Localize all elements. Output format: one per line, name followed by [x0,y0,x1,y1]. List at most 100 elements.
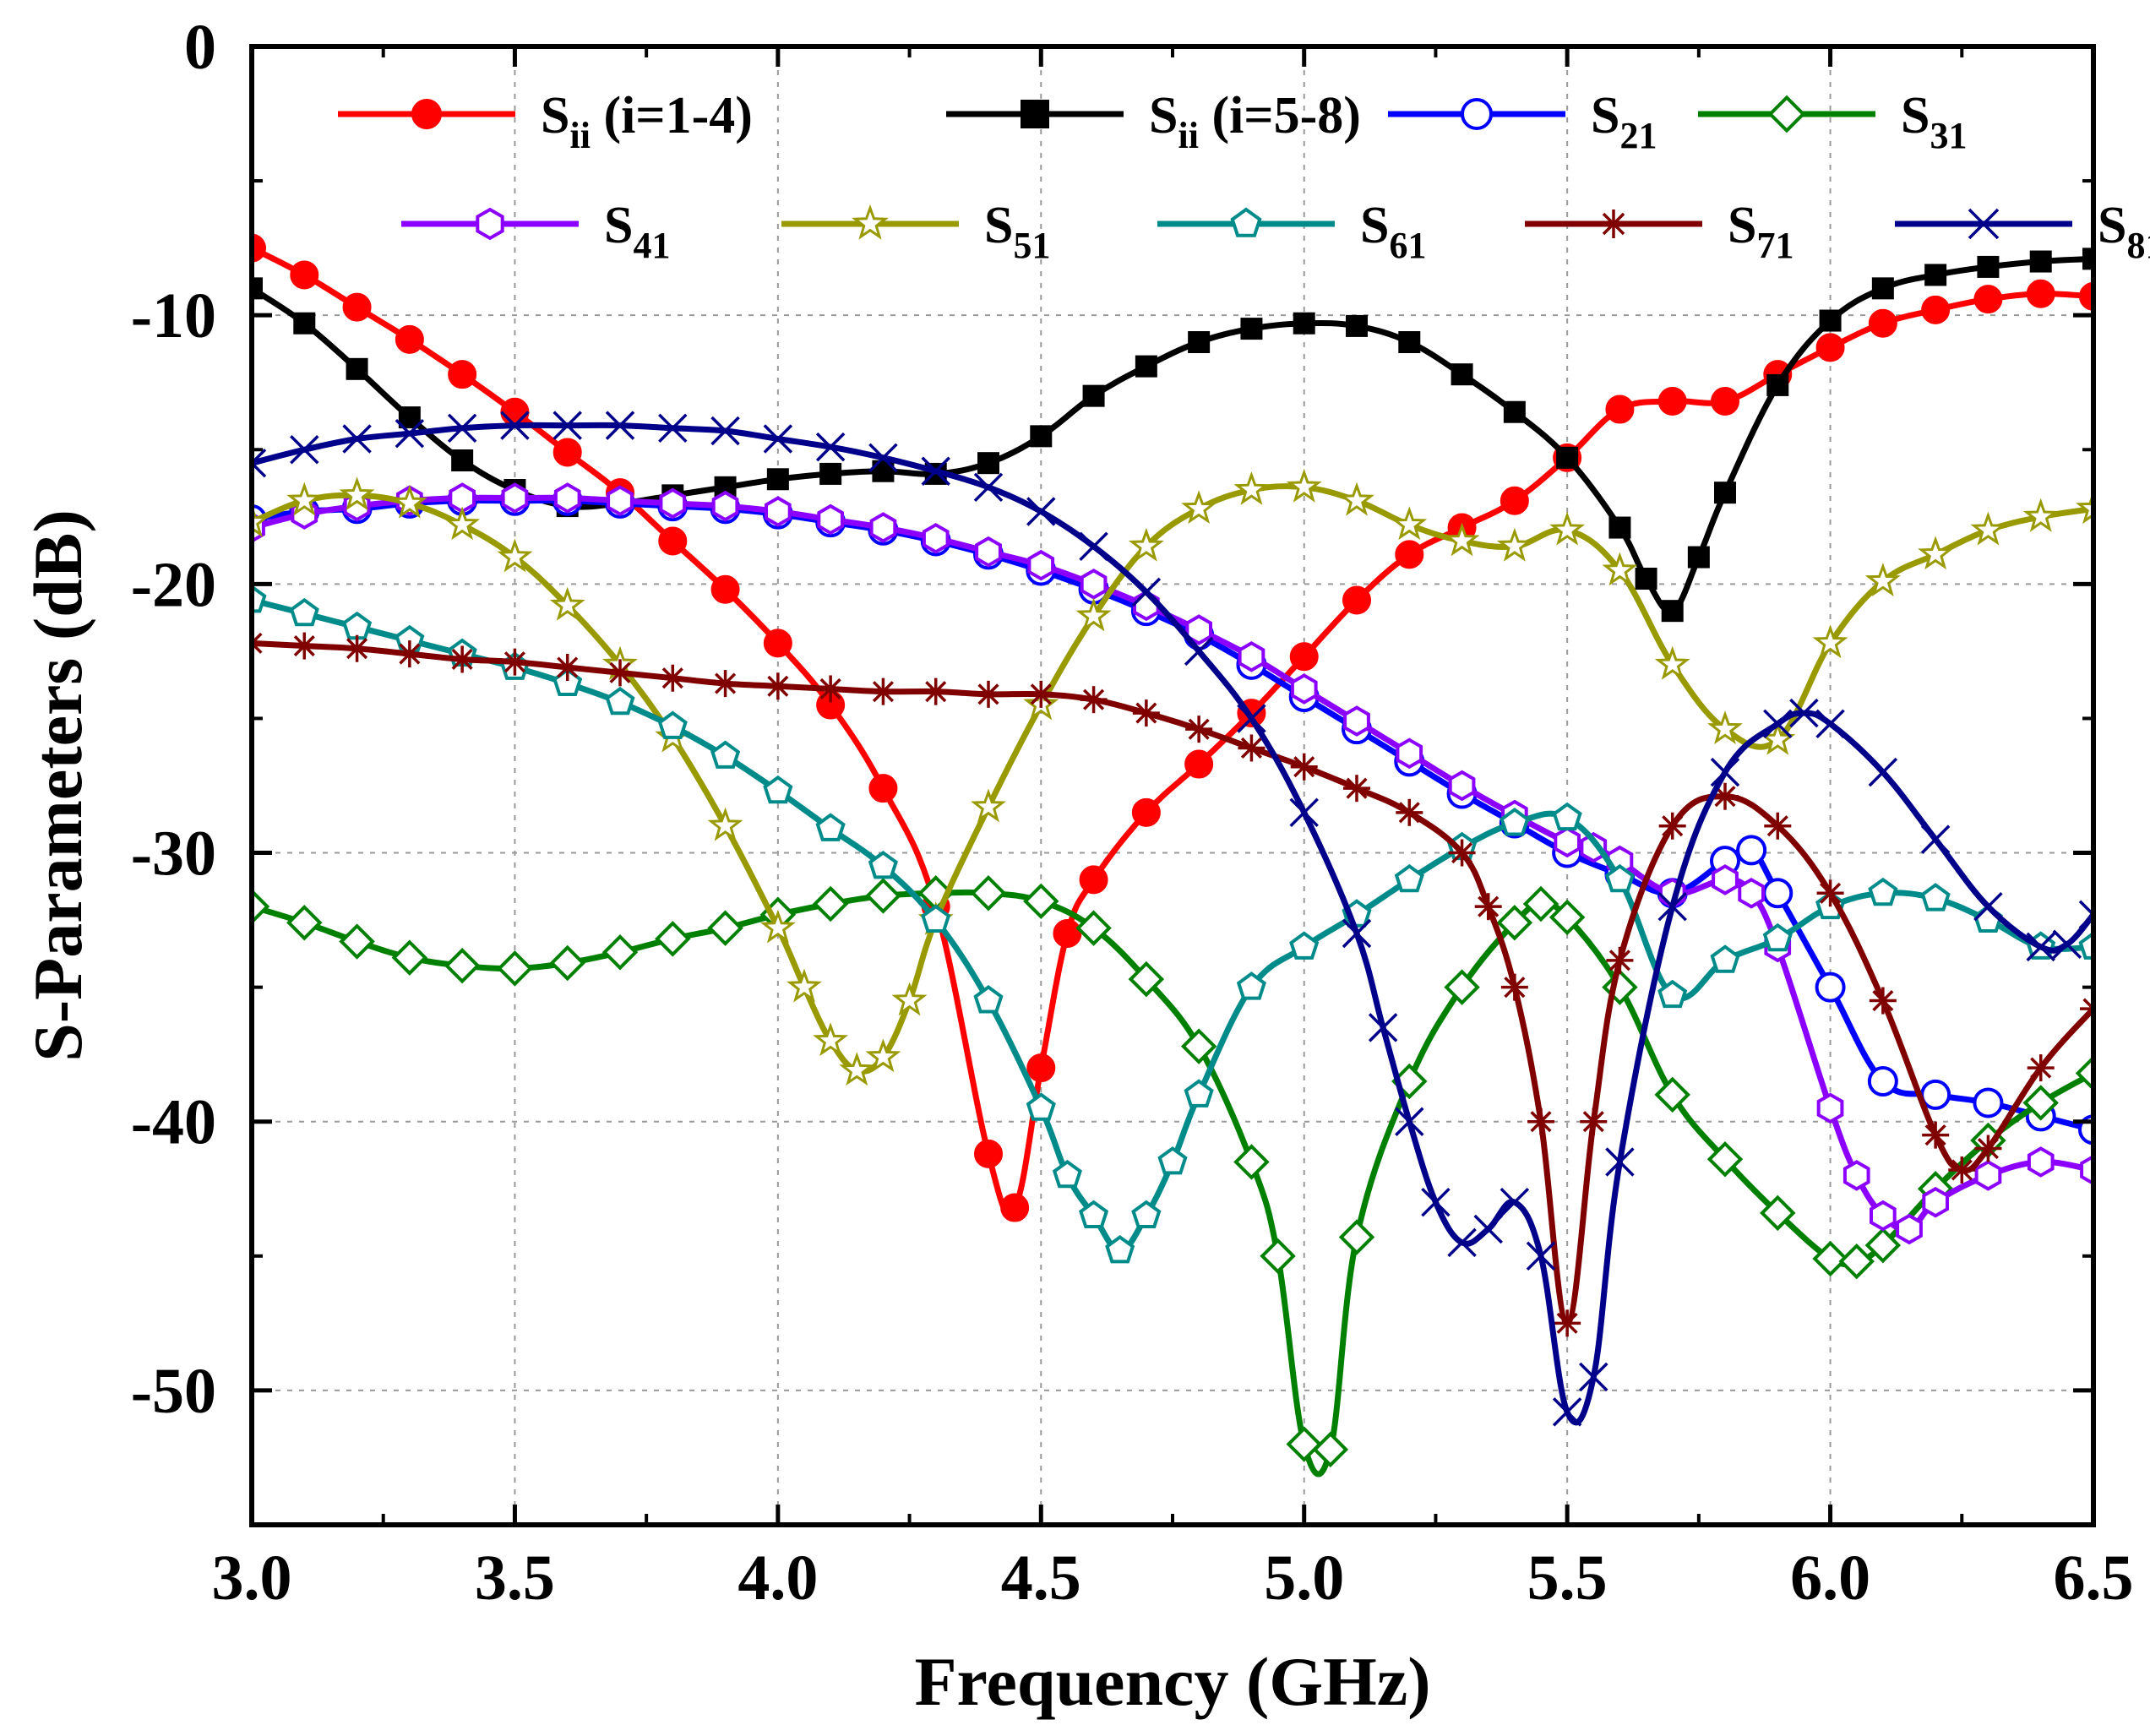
legend-label-suffix: (i=5-8) [1199,87,1361,144]
asterisk-stroke [661,667,683,689]
data-point-marker [839,1052,875,1086]
legend-label-main: S [541,87,569,144]
data-point-marker [1286,1426,1322,1462]
cross-stroke [973,472,1004,503]
asterisk-stroke [252,640,263,654]
data-point-marker [1767,95,1806,133]
data-point-marker [1184,636,1214,667]
data-point-marker [1657,387,1687,416]
data-point-marker [1343,705,1370,737]
legend-label-subscript: 61 [1389,225,1426,266]
asterisk-stroke [2082,1006,2093,1020]
data-point-marker [1503,400,1526,423]
cross-stroke [1131,577,1162,607]
data-point-marker [1868,877,1898,906]
data-point-marker [815,813,846,841]
data-point-marker [552,438,582,467]
data-point-marker [2078,900,2093,929]
legend-label-subscript: 31 [1930,115,1967,156]
data-point-marker [973,472,1004,503]
data-point-marker [1448,839,1476,867]
data-point-marker [1421,1187,1451,1217]
legend-label-main: S [2098,197,2126,254]
data-point-marker [391,939,428,976]
data-point-marker [1920,883,1951,912]
data-point-marker [449,645,476,673]
asterisk-stroke [1504,977,1526,999]
data-point-marker [1135,355,1157,378]
legend-item: S81 [1895,197,2150,266]
data-point-marker [819,462,842,485]
asterisk-stroke [503,651,525,673]
data-point-marker [391,484,427,519]
legend-label-main: S [1591,87,1619,144]
data-point-marker [1238,640,1266,672]
data-point-marker [1977,255,2000,278]
data-point-marker [1920,1079,1951,1110]
cross-stroke [1552,1397,1582,1427]
data-point-marker [1819,309,1842,332]
data-point-marker [658,526,688,556]
data-point-marker [1184,749,1214,779]
data-point-marker [1079,531,1108,562]
data-point-marker [977,452,999,475]
data-point-marker [1579,1362,1608,1392]
cross-stroke [1815,709,1845,739]
cross-stroke [1237,704,1266,733]
data-point-marker [1711,387,1739,416]
data-point-marker [1974,1135,2002,1162]
cross-stroke [1184,636,1214,667]
data-point-marker [1922,1121,1950,1149]
data-point-marker [1921,295,1951,324]
data-point-marker [252,888,270,925]
data-point-marker [2082,248,2093,270]
cross-stroke [342,424,372,454]
data-point-marker [812,885,849,922]
legend-label-subscript: 51 [1013,225,1050,266]
data-point-marker [659,664,687,692]
data-point-marker [1867,1066,1898,1097]
cross-stroke [763,424,793,454]
data-point-marker [501,648,529,676]
data-point-marker [1526,1241,1556,1271]
y-tick-label: -40 [131,1087,216,1158]
data-point-marker [1605,1147,1635,1177]
data-point-marker [395,640,423,668]
asterisk-stroke [2082,998,2093,1011]
data-point-marker [2027,1054,2055,1082]
data-point-marker [1185,614,1212,645]
data-point-marker [707,910,743,946]
data-point-marker [1188,331,1211,353]
data-point-marker [1000,1193,1030,1222]
cross-stroke [1526,1241,1556,1271]
legend-item: Sii (i=1-4) [338,87,753,156]
cross-stroke [2026,932,2055,962]
data-point-marker [1706,1141,1744,1178]
cross-stroke [395,418,425,449]
legend-label: S21 [1591,87,1657,156]
data-point-marker [2076,490,2093,525]
data-point-marker [2027,1146,2055,1178]
data-point-marker [342,424,372,454]
x-tick-label: 4.5 [1001,1543,1081,1614]
data-point-marker [1556,446,1579,469]
data-point-marker [1026,1053,1056,1083]
cross-stroke [1973,891,2003,922]
data-point-marker [601,934,639,971]
legend-item: S51 [781,197,1050,266]
legend-label: Sii (i=1-4) [541,87,753,156]
legend-label-main: S [1149,87,1178,144]
data-point-marker [1080,569,1108,600]
data-point-marker [1027,549,1055,581]
data-point-marker [1657,891,1687,922]
data-point-marker [921,904,951,933]
legend-label-subscript: ii [1178,115,1198,156]
data-point-marker [1233,471,1270,505]
data-point-marker [763,775,793,804]
data-point-marker [1289,797,1319,828]
data-point-marker [1736,835,1767,866]
data-point-marker [1871,277,1894,300]
legend-item: S71 [1525,197,1793,266]
data-point-marker [1789,698,1819,728]
